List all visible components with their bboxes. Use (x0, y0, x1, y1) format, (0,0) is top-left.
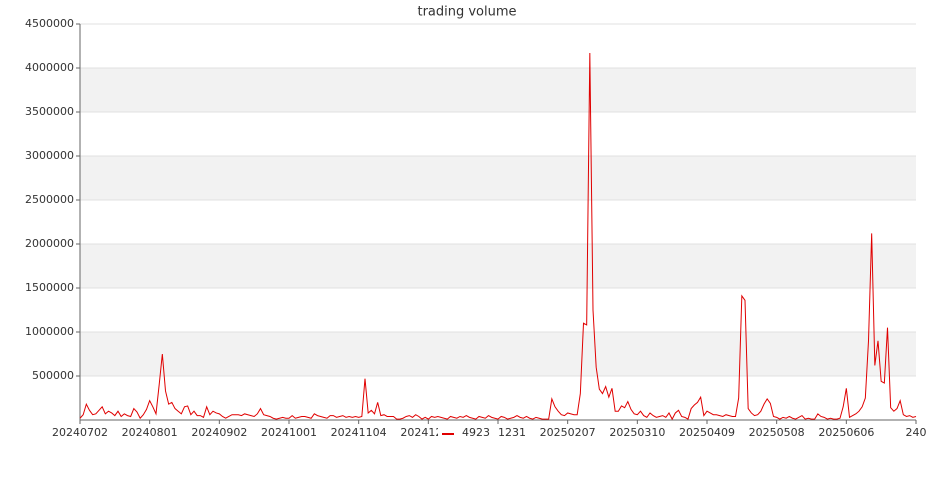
y-tick-label: 4000000 (25, 61, 74, 74)
x-tick-label: 20250310 (609, 426, 665, 439)
x-tick-label: 20250508 (749, 426, 805, 439)
y-tick-label: 4500000 (25, 17, 74, 30)
grid-band (80, 332, 916, 376)
grid-band (80, 156, 916, 200)
y-tick-label: 2000000 (25, 237, 74, 250)
x-tick-label: 20240702 (52, 426, 108, 439)
x-tick-label: 20240801 (122, 426, 178, 439)
legend-box (438, 424, 498, 442)
x-tick-label: 20241001 (261, 426, 317, 439)
grid-band (80, 244, 916, 288)
grid-band (80, 68, 916, 112)
x-tick-label: 20250606 (818, 426, 874, 439)
y-tick-label: 500000 (32, 369, 74, 382)
y-tick-label: 2500000 (25, 193, 74, 206)
x-tick-label: 240 (906, 426, 927, 439)
legend-label: 4923 (462, 426, 490, 439)
x-tick-label: 20240902 (191, 426, 247, 439)
y-tick-label: 1000000 (25, 325, 74, 338)
x-tick-label: 20250207 (540, 426, 596, 439)
line-series (79, 53, 917, 421)
chart-title: trading volume (417, 5, 516, 20)
x-tick-label: 20241104 (331, 426, 387, 439)
y-tick-label: 3500000 (25, 105, 74, 118)
y-tick-label: 1500000 (25, 281, 74, 294)
y-tick-label: 3000000 (25, 149, 74, 162)
x-tick-label: 20250409 (679, 426, 735, 439)
